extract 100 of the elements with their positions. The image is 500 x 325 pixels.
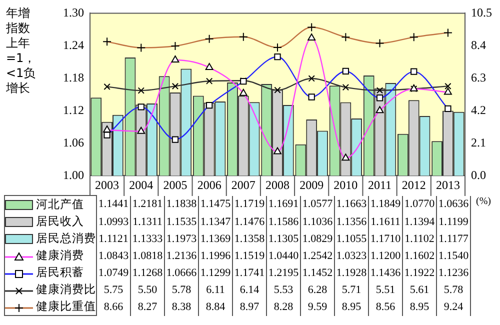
- data-label: 1.2181: [130, 196, 164, 213]
- data-label: 1.1611: [368, 213, 402, 230]
- data-label: 8.27: [130, 298, 164, 316]
- data-label: 8.97: [232, 298, 266, 316]
- data-label: 1.0666: [164, 264, 198, 281]
- data-label: 1.1691: [266, 196, 300, 213]
- x-tick-label: 2011: [368, 178, 392, 192]
- data-label: 1.2542: [300, 247, 334, 264]
- data-label: 5.50: [130, 281, 164, 298]
- data-label: 1.1121: [96, 230, 130, 247]
- data-label: 1.0829: [300, 230, 334, 247]
- data-label: 1.0440: [266, 247, 300, 264]
- data-label: 1.1305: [266, 230, 300, 247]
- data-label: 8.95: [402, 298, 436, 316]
- data-label: 1.1928: [334, 264, 368, 281]
- x-tick-label: 2012: [402, 178, 426, 192]
- data-label: 6.28: [300, 281, 334, 298]
- data-label: 1.1973: [164, 230, 198, 247]
- data-label: 1.0577: [300, 196, 334, 213]
- y2-tick-label: 6.3: [471, 70, 486, 84]
- data-label: 1.1333: [130, 230, 164, 247]
- legend-label: 居民积蓄: [36, 265, 84, 279]
- data-label: 1.0636: [436, 196, 470, 213]
- data-label: 1.0770: [402, 196, 436, 213]
- legend-label: 居民总消费: [36, 231, 96, 245]
- data-label: 1.2195: [266, 264, 300, 281]
- data-label: 1.1475: [198, 196, 232, 213]
- legend-label: 健康比重值: [36, 299, 96, 313]
- y-axis-title: 年增指数上年=1，<1负增长: [6, 6, 36, 96]
- data-label: 1.1535: [164, 213, 198, 230]
- legend-label: 健康消费: [36, 248, 84, 262]
- y-tick-label: 1.06: [63, 135, 84, 150]
- data-label: 8.95: [334, 298, 368, 316]
- x-tick-label: 2013: [436, 178, 460, 192]
- data-label: 1.1311: [130, 213, 164, 230]
- data-label: 1.1741: [232, 264, 266, 281]
- y2-tick-label: 4.2: [471, 102, 486, 117]
- y2-tick-label: 2.1: [471, 135, 486, 150]
- data-label: 8.38: [164, 298, 198, 316]
- data-label: 1.1922: [402, 264, 436, 281]
- y-tick-label: 1.12: [63, 102, 84, 117]
- data-label: 1.1347: [198, 213, 232, 230]
- y-tick-label: 1.30: [63, 5, 84, 20]
- y2-axis-title: (%): [476, 196, 491, 207]
- legend-label: 健康消费比: [36, 282, 96, 296]
- data-label: 1.1236: [436, 264, 470, 281]
- data-label: 6.11: [198, 281, 232, 298]
- data-label: 6.14: [232, 281, 266, 298]
- data-label: 8.56: [368, 298, 402, 316]
- y2-tick-label: 8.4: [471, 38, 486, 52]
- data-label: 1.1663: [334, 196, 368, 213]
- x-tick-label: 2008: [266, 178, 290, 192]
- data-label: 1.1719: [232, 196, 266, 213]
- data-label: 1.1055: [334, 230, 368, 247]
- data-label: 1.1540: [436, 247, 470, 264]
- data-label: 1.0993: [96, 213, 130, 230]
- data-label: 1.1299: [198, 264, 232, 281]
- data-label: 5.78: [436, 281, 470, 298]
- data-label: 1.1476: [232, 213, 266, 230]
- data-label: 1.1602: [402, 247, 436, 264]
- x-tick-label: 2003: [95, 178, 120, 192]
- data-label: 1.1358: [232, 230, 266, 247]
- y-tick-label: 1.00: [63, 168, 84, 182]
- x-tick-label: 2005: [163, 178, 188, 192]
- data-label: 9.59: [300, 298, 334, 316]
- x-tick-label: 2007: [231, 178, 256, 192]
- y-tick-label: 1.18: [63, 70, 84, 84]
- y2-tick-label: 10.5: [471, 5, 492, 20]
- data-label: 1.1199: [436, 213, 470, 230]
- data-label: 1.2136: [164, 247, 198, 264]
- data-label: 1.1710: [368, 230, 402, 247]
- data-label: 1.1102: [402, 230, 436, 247]
- data-label: 8.84: [198, 298, 232, 316]
- data-label: 1.0818: [130, 247, 164, 264]
- data-label: 9.24: [436, 298, 470, 316]
- data-label: 5.78: [164, 281, 198, 298]
- x-tick-label: 2009: [300, 178, 324, 192]
- data-label: 5.61: [402, 281, 436, 298]
- y2-tick-label: 0.0: [471, 168, 486, 182]
- data-label: 1.0323: [334, 247, 368, 264]
- data-label: 1.1369: [198, 230, 232, 247]
- x-tick-label: 2006: [197, 178, 222, 192]
- x-tick-label: 2010: [334, 178, 358, 192]
- data-label: 1.1441: [96, 196, 130, 213]
- x-tick-label: 2004: [129, 178, 154, 192]
- y-tick-label: 1.24: [63, 38, 84, 52]
- legend-label: 居民收入: [36, 214, 84, 228]
- data-label: 1.1452: [300, 264, 334, 281]
- data-label: 1.1200: [368, 247, 402, 264]
- data-label: 1.1268: [130, 264, 164, 281]
- data-label: 1.1519: [232, 247, 266, 264]
- data-label: 1.1849: [368, 196, 402, 213]
- data-label: 5.51: [368, 281, 402, 298]
- data-label: 1.1996: [198, 247, 232, 264]
- data-label: 8.66: [96, 298, 130, 316]
- data-label: 1.0749: [96, 264, 130, 281]
- data-label: 1.1586: [266, 213, 300, 230]
- data-label: 5.71: [334, 281, 368, 298]
- data-label: 1.1436: [368, 264, 402, 281]
- data-label: 1.1838: [164, 196, 198, 213]
